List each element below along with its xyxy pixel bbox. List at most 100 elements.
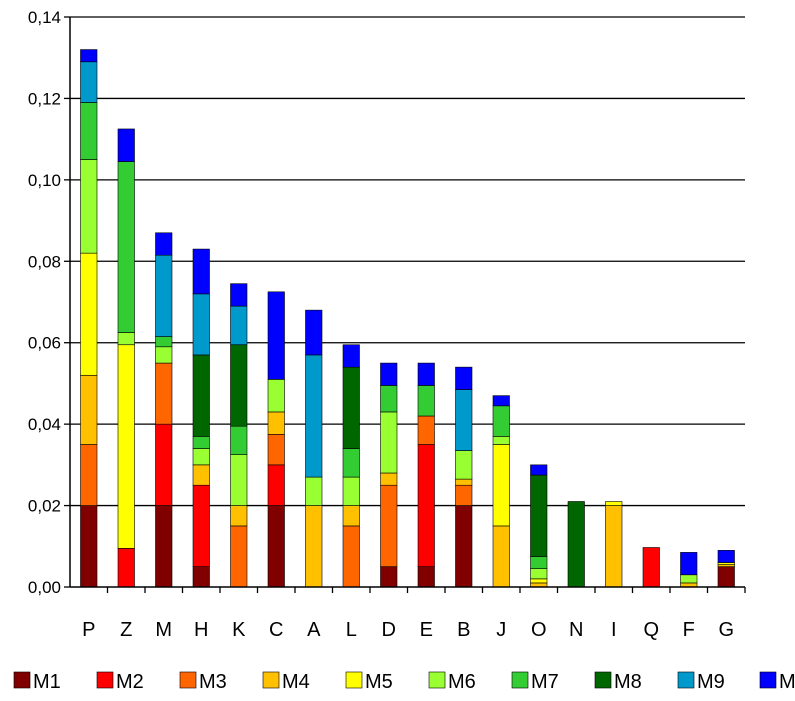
x-tick-label: C [269,619,283,641]
bar-segment-m5-i [605,501,623,506]
legend-swatch [345,671,363,689]
x-tick-label: G [718,619,734,641]
legend-item-m4: M4 [262,671,310,693]
legend-swatch [96,671,114,689]
legend-label: M6 [448,671,476,693]
legend-label: M7 [531,671,559,693]
bar-segment-m10-j [492,395,510,407]
legend-label: M4 [282,671,310,693]
legend-label: M10 [779,671,795,693]
y-tick-label: 0,10 [28,171,61,190]
legend-swatch [428,671,446,689]
bar-segment-m9-k [230,305,248,346]
bar-segment-m3-l [342,525,360,588]
bar-segment-m8-l [342,366,360,449]
bar-segment-m7-p [80,102,98,160]
legend-label: M3 [199,671,227,693]
bar-segment-m1-c [267,505,285,588]
x-tick-label: L [346,619,357,641]
bar-segment-m1-d [380,566,398,588]
bar-segment-m2-h [192,484,210,567]
bar-segment-m1-p [80,505,98,588]
legend-item-m10: M10 [759,671,795,693]
bar-segment-m5-z [117,344,135,549]
bar-segment-m10-a [305,309,323,356]
x-tick-label: Q [643,619,659,641]
bar-segment-m6-m [155,346,173,364]
bar-segment-m10-z [117,128,135,162]
legend-item-m2: M2 [96,671,144,693]
bar-segment-m10-k [230,283,248,307]
bar-segment-m4-k [230,505,248,527]
bar-segment-m6-b [455,450,473,480]
x-tick-label: B [457,619,470,641]
x-tick-label: E [420,619,433,641]
bar-segment-m6-j [492,436,510,445]
bar-segment-m7-o [530,556,548,569]
bar-segment-m3-e [417,415,435,445]
x-tick-label: Z [120,619,132,641]
bar-segment-m7-z [117,161,135,333]
bar-segment-m10-e [417,362,435,386]
legend-item-m8: M8 [594,671,642,693]
bar-segment-m7-m [155,336,173,348]
bar-segment-m3-m [155,362,173,425]
legend-item-m1: M1 [13,671,61,693]
legend-label: M9 [697,671,725,693]
bar-segment-m9-p [80,61,98,103]
bar-segment-m10-f [680,552,698,576]
x-tick-label: H [194,619,208,641]
bar-segment-m4-b [455,478,473,486]
bar-segment-m7-l [342,448,360,478]
y-tick-label: 0,00 [28,578,61,597]
bar-segment-m4-h [192,464,210,486]
bar-segment-m1-e [417,566,435,588]
gridlines [70,16,745,507]
x-tick-label: M [155,619,172,641]
bar-segment-m2-m [155,423,173,506]
bar-segment-m10-l [342,344,360,368]
x-tick-label: P [82,619,95,641]
bar-segment-m2-q [642,547,660,588]
x-tick-label: N [569,619,583,641]
bar-segment-m6-o [530,568,548,580]
bar-segment-m4-j [492,525,510,588]
x-tick-label: K [232,619,246,641]
bar-segment-m3-p [80,444,98,506]
bar-segment-m5-g [717,562,735,565]
bar-segment-m3-b [455,484,473,506]
bar-segment-m1-h [192,566,210,588]
bar-segment-m4-g [717,564,735,567]
legend-swatch [594,671,612,689]
axes [64,16,746,593]
y-tick-label: 0,08 [28,252,61,271]
y-axis-ticks: 0,00 0,02 0,04 0,06 0,08 0,10 0,12 0,14 [28,8,61,597]
bar-segment-m1-b [455,505,473,588]
bar-segment-m10-c [267,291,285,380]
legend-item-m5: M5 [345,671,393,693]
bar-segment-m6-k [230,454,248,506]
x-tick-label: F [683,619,695,641]
bar-segment-m2-c [267,464,285,506]
bar-segment-m4-i [605,505,623,588]
bar-segment-m6-l [342,476,360,506]
bar-segment-m8-n [567,501,585,588]
bar-segment-m10-m [155,232,173,256]
legend-swatch [677,671,695,689]
bar-segment-m9-m [155,254,173,337]
bar-segment-m3-c [267,434,285,466]
bar-segment-m4-c [267,411,285,435]
bar-segment-m10-o [530,464,548,476]
legend-label: M2 [116,671,144,693]
legend-swatch [759,671,777,689]
bar-segment-m7-h [192,436,210,449]
x-tick-label: O [531,619,547,641]
bar-segment-m6-d [380,411,398,474]
bar-segment-m8-k [230,344,248,427]
bar-segment-m6-c [267,379,285,413]
bar-segment-m6-z [117,332,135,346]
bar-segment-m9-h [192,293,210,356]
y-tick-label: 0,04 [28,415,61,434]
